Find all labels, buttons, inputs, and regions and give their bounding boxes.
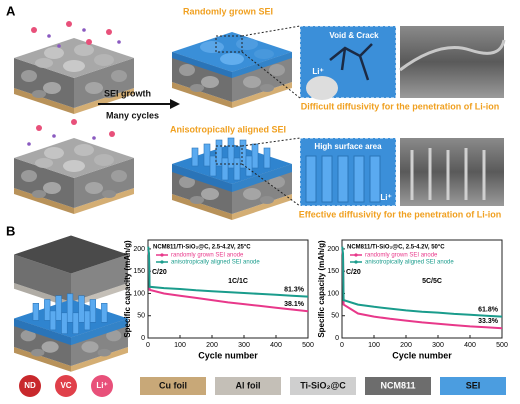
- legend-label: randomly grown SEI anode: [365, 253, 438, 259]
- condition-title: Randomly grown SEI: [183, 6, 273, 16]
- sem-image: [400, 26, 504, 98]
- y-tick-label: 0: [141, 335, 145, 342]
- series-line: [147, 246, 309, 298]
- panel-label: A: [6, 3, 16, 18]
- x-tick-label: 400: [270, 342, 282, 349]
- x-tick-label: 200: [206, 342, 218, 349]
- y-tick-label: 50: [137, 313, 145, 320]
- arrow-label: SEI growth: [104, 88, 151, 98]
- x-tick-label: 100: [368, 342, 380, 349]
- legend-box-label: SEI: [466, 380, 481, 390]
- legend-marker: [354, 260, 358, 264]
- legend-label: anisotropically aligned SEI anode: [171, 260, 260, 266]
- zoom-line: [241, 25, 301, 37]
- x-tick-label: 0: [340, 342, 344, 349]
- y-tick-label: 200: [327, 246, 339, 253]
- legend-label: randomly grown SEI anode: [171, 253, 244, 259]
- legend-marker: [160, 260, 164, 264]
- legend-ball: [55, 375, 77, 397]
- x-tick-label: 500: [302, 342, 314, 349]
- zoom-box: [215, 35, 243, 53]
- legend-box-label: Ti-SiO₂@C: [300, 380, 346, 390]
- y-tick-label: 100: [133, 290, 145, 297]
- end-label: 33.3%: [478, 318, 499, 325]
- legend-box: [365, 377, 431, 395]
- sei-illustration: [172, 32, 292, 108]
- legend-label: anisotropically aligned SEI anode: [365, 260, 454, 266]
- condition-title: Anisotropically aligned SEI: [170, 124, 286, 134]
- zoom-label: High surface area: [314, 142, 382, 151]
- arrow-label: Many cycles: [106, 110, 159, 120]
- plot-area: [147, 239, 309, 339]
- x-tick-label: 200: [400, 342, 412, 349]
- x-tick-label: 400: [464, 342, 476, 349]
- electrode-illustration: [14, 21, 134, 114]
- legend-box-label: Cu foil: [159, 380, 187, 390]
- x-tick-label: 500: [496, 342, 508, 349]
- rate-label: 1C/1C: [228, 278, 248, 285]
- formation-label: C/20: [152, 269, 167, 276]
- particle: [306, 76, 338, 100]
- x-tick-label: 300: [432, 342, 444, 349]
- y-tick-label: 100: [327, 290, 339, 297]
- legend-marker: [160, 253, 164, 257]
- chart-title: NCM811/Ti-SiO₂@C, 2.5-4.2V, 25°C: [153, 245, 251, 251]
- legend-ball-label: ND: [24, 381, 36, 390]
- y-axis-label: Specific capacity (mAh/g): [317, 240, 326, 338]
- legend-marker: [354, 253, 358, 257]
- legend-ball-label: VC: [60, 381, 71, 390]
- y-axis-label: Specific capacity (mAh/g): [123, 240, 132, 338]
- series-line: [341, 246, 503, 318]
- legend-ball: [91, 375, 113, 397]
- sei-illustration: [171, 137, 293, 220]
- zoom-box: [215, 145, 243, 165]
- end-label: 38.1%: [284, 301, 305, 308]
- caption: Difficult diffusivity for the penetratio…: [301, 101, 500, 111]
- ion-label: Li⁺: [380, 193, 391, 202]
- legend-box-label: Al foil: [236, 380, 261, 390]
- crack: [329, 43, 373, 81]
- legend-box: [140, 377, 206, 395]
- y-tick-label: 50: [331, 313, 339, 320]
- x-tick-label: 0: [146, 342, 150, 349]
- zoom-label: Void & Crack: [329, 31, 379, 40]
- y-tick-label: 0: [335, 335, 339, 342]
- electrode-illustration: [14, 119, 134, 214]
- zoom-line: [241, 137, 301, 147]
- legend-box: [440, 377, 506, 395]
- legend-ball-label: Li⁺: [96, 381, 107, 390]
- x-axis-label: Cycle number: [392, 350, 452, 360]
- y-tick-label: 150: [133, 268, 145, 275]
- rate-label: 5C/5C: [422, 278, 442, 285]
- legend-ball: [19, 375, 41, 397]
- legend-box: [290, 377, 356, 395]
- sem-texture: [399, 39, 506, 72]
- sem-image: [400, 138, 504, 206]
- chart-title: NCM811/Ti-SiO₂@C, 2.5-4.2V, 50°C: [347, 245, 445, 251]
- sem-texture: [410, 148, 486, 200]
- legend-box: [215, 377, 281, 395]
- zoom-line: [241, 51, 301, 99]
- x-tick-label: 300: [238, 342, 250, 349]
- pillars: [305, 155, 381, 203]
- ion-label: Li⁺: [312, 67, 323, 76]
- formation-label: C/20: [346, 269, 361, 276]
- panel-label: B: [6, 223, 15, 238]
- x-tick-label: 100: [174, 342, 186, 349]
- end-label: 61.8%: [478, 306, 499, 313]
- anode-illustration: [13, 293, 129, 372]
- legend-box-label: NCM811: [380, 380, 415, 390]
- caption: Effective diffusivity for the penetratio…: [299, 209, 502, 219]
- arrow-head: [170, 99, 180, 109]
- y-tick-label: 150: [327, 268, 339, 275]
- x-axis-label: Cycle number: [198, 350, 258, 360]
- end-label: 81.3%: [284, 286, 305, 293]
- y-tick-label: 200: [133, 246, 145, 253]
